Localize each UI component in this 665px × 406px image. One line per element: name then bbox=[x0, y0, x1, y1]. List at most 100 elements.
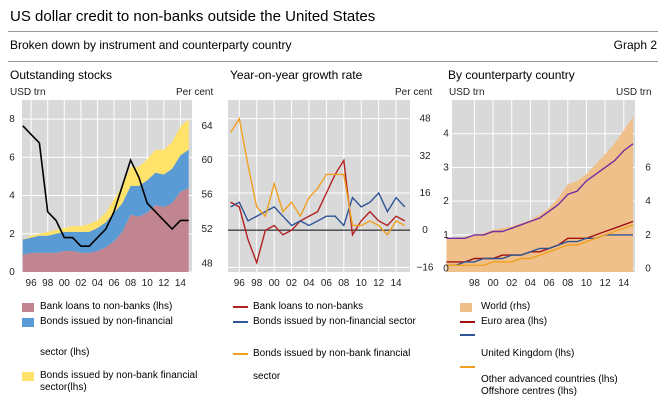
y-tick-label-right: 60 bbox=[201, 155, 213, 166]
x-tick-label: 04 bbox=[303, 278, 315, 289]
x-tick-label: 14 bbox=[391, 278, 403, 289]
graph-number: Graph 2 bbox=[613, 38, 657, 52]
y-tick-label: 48 bbox=[419, 114, 431, 125]
x-tick-label: 02 bbox=[506, 278, 518, 289]
x-tick-label: 96 bbox=[234, 278, 246, 289]
y-tick-label-left: 2 bbox=[443, 196, 449, 207]
legend-label-growth-bank-loans: Bank loans to non-banks bbox=[253, 301, 364, 312]
x-tick-label: 00 bbox=[59, 278, 71, 289]
x-tick-label: 08 bbox=[562, 278, 574, 289]
x-tick-label: 06 bbox=[544, 278, 556, 289]
divider bbox=[8, 61, 658, 62]
divider bbox=[8, 31, 658, 32]
x-tick-label: 98 bbox=[42, 278, 54, 289]
x-tick-label: 02 bbox=[286, 278, 298, 289]
y-tick-label-right: 4 bbox=[645, 196, 651, 207]
legend-label-growth-bonds-nonfin: Bonds issued by non-financial sector bbox=[253, 316, 416, 327]
y-tick-label-left: 4 bbox=[443, 129, 449, 140]
x-tick-label: 08 bbox=[125, 278, 137, 289]
left-unit-country: USD trn bbox=[449, 87, 485, 98]
area-bank-loans bbox=[22, 187, 189, 272]
y-tick-label-right: 6 bbox=[645, 162, 651, 173]
x-tick-label: 10 bbox=[142, 278, 154, 289]
area-world bbox=[446, 116, 634, 273]
series-line-bank-loans bbox=[230, 158, 406, 265]
legend-label-uk: United Kingdom (lhs) bbox=[481, 348, 575, 359]
legend-label-bonds-nbfi-2: sector(lhs) bbox=[40, 382, 87, 393]
x-tick-label: 12 bbox=[373, 278, 385, 289]
legend-label-euro: Euro area (lhs) bbox=[481, 316, 548, 327]
y-tick-label-right: 56 bbox=[201, 190, 213, 201]
y-tick-label-right: 64 bbox=[201, 121, 213, 132]
right-unit-growth: Per cent bbox=[395, 87, 433, 98]
left-unit-stocks: USD trn bbox=[10, 87, 46, 98]
legend-swatch-bonds-nonfin bbox=[22, 318, 34, 327]
legend-swatch-world bbox=[460, 303, 472, 312]
x-tick-label: 10 bbox=[356, 278, 368, 289]
legend-label-bank-loans: Bank loans to non-banks (lhs) bbox=[40, 301, 173, 312]
legend-label-bonds-nbfi: Bonds issued by non-bank financial bbox=[40, 370, 198, 381]
chart-growth-rate: −16 0 16 32 48 96 98 00 02 04 06 08 10 12 14 bbox=[228, 100, 434, 289]
x-tick-label: 14 bbox=[618, 278, 630, 289]
right-unit-stocks: Per cent bbox=[176, 87, 214, 98]
page-title: US dollar credit to non-banks outside th… bbox=[10, 8, 376, 25]
y-tick-label-left: 1 bbox=[443, 230, 449, 241]
legend-label-growth-bonds-nbfi-2: sector bbox=[253, 371, 281, 382]
legend-line-bank-loans bbox=[233, 306, 248, 308]
x-tick-label: 96 bbox=[26, 278, 38, 289]
area-bonds-nonfin bbox=[22, 149, 189, 255]
series-line-offshore bbox=[446, 143, 634, 239]
y-tick-label-left: 6 bbox=[9, 152, 15, 163]
series-line-bonds-nonfin bbox=[230, 191, 406, 227]
y-tick-label-left: 2 bbox=[9, 229, 15, 240]
x-tick-label: 06 bbox=[108, 278, 120, 289]
panel-title-country: By counterparty country bbox=[448, 68, 575, 82]
series-line-other-advanced bbox=[446, 224, 634, 266]
y-tick-label-left: 0 bbox=[443, 264, 449, 275]
x-tick-label: 08 bbox=[338, 278, 350, 289]
x-tick-label: 12 bbox=[158, 278, 170, 289]
y-tick-label-right: 2 bbox=[645, 230, 651, 241]
x-tick-label: 14 bbox=[175, 278, 187, 289]
y-tick-label-right: 52 bbox=[201, 224, 213, 235]
legend-label-other-adv: Other advanced countries (lhs) bbox=[481, 374, 618, 385]
y-tick-label: 32 bbox=[419, 151, 431, 162]
y-tick-label-left: 8 bbox=[9, 114, 15, 125]
x-tick-label: 00 bbox=[269, 278, 281, 289]
x-tick-label: 00 bbox=[488, 278, 500, 289]
area-bonds-nbfi bbox=[22, 119, 189, 240]
legend-label-offshore: Offshore centres (lhs) bbox=[481, 386, 577, 397]
y-tick-label: −16 bbox=[417, 262, 434, 273]
x-tick-label: 98 bbox=[251, 278, 263, 289]
legend-swatch-bonds-nbfi bbox=[22, 372, 34, 381]
legend-label-bonds-nonfin: Bonds issued by non-financial bbox=[40, 316, 173, 327]
y-tick-label-left: 0 bbox=[9, 267, 15, 278]
page-subtitle: Broken down by instrument and counterpar… bbox=[10, 38, 292, 52]
x-tick-label: 04 bbox=[92, 278, 104, 289]
series-line-black bbox=[22, 125, 189, 247]
right-unit-country: USD trn bbox=[616, 87, 652, 98]
y-tick-label-left: 4 bbox=[9, 191, 15, 202]
x-tick-label: 06 bbox=[321, 278, 333, 289]
y-tick-label: 16 bbox=[419, 188, 431, 199]
y-tick-label-left: 3 bbox=[443, 162, 449, 173]
legend-line-euro bbox=[460, 321, 475, 323]
x-tick-label: 02 bbox=[75, 278, 87, 289]
x-tick-label: 98 bbox=[469, 278, 481, 289]
panel-title-growth: Year-on-year growth rate bbox=[230, 68, 363, 82]
series-line-euro-area bbox=[446, 220, 634, 263]
y-tick-label: 0 bbox=[422, 225, 428, 236]
x-tick-label: 10 bbox=[581, 278, 593, 289]
x-tick-label: 12 bbox=[600, 278, 612, 289]
legend-line-bonds-nonfin bbox=[233, 321, 248, 323]
series-line-bonds-nbfi bbox=[230, 116, 406, 236]
legend-line-uk bbox=[460, 334, 475, 336]
y-tick-label-right: 48 bbox=[201, 258, 213, 269]
y-tick-label-right: 0 bbox=[645, 264, 651, 275]
x-tick-label: 04 bbox=[525, 278, 537, 289]
legend-swatch-bank-loans bbox=[22, 303, 34, 312]
legend-line-other-adv bbox=[460, 366, 475, 368]
legend-line-bonds-nbfi bbox=[233, 353, 248, 355]
panel-title-stocks: Outstanding stocks bbox=[10, 68, 113, 82]
